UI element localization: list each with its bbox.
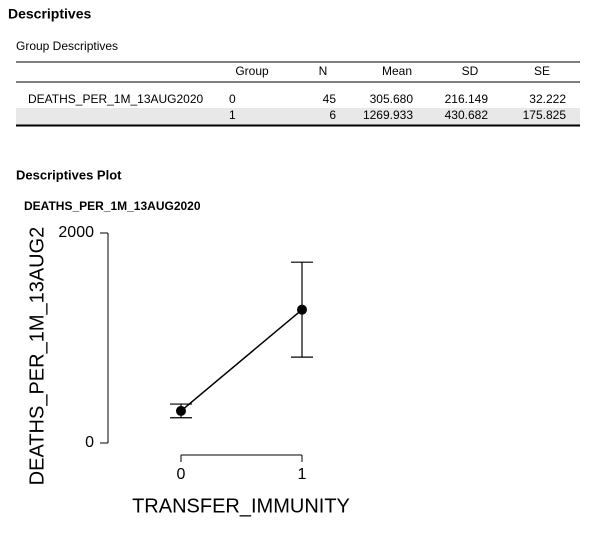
table-cell: 175.825 xyxy=(523,108,567,122)
table-cell: 1 xyxy=(229,108,236,122)
column-header: SD xyxy=(462,64,479,78)
table-cell: 430.682 xyxy=(445,108,489,122)
x-tick-label: 0 xyxy=(177,466,186,483)
column-header: SE xyxy=(534,64,550,78)
column-header: Group xyxy=(235,64,269,78)
x-tick-label: 1 xyxy=(298,466,307,483)
chart-title: DEATHS_PER_1M_13AUG2020 xyxy=(24,199,201,213)
table-cell: 305.680 xyxy=(370,92,414,106)
section-title: Descriptives Plot xyxy=(16,167,122,182)
table-cell: 1269.933 xyxy=(363,108,413,122)
y-axis-label: DEATHS_PER_1M_13AUG2 xyxy=(26,227,48,486)
column-header: N xyxy=(319,64,328,78)
mean-line xyxy=(180,309,303,412)
table-cell: 32.222 xyxy=(529,92,566,106)
table-cell: 45 xyxy=(323,92,337,106)
mean-point xyxy=(297,304,307,315)
page-title: Descriptives xyxy=(8,6,91,22)
mean-point xyxy=(176,405,186,416)
table-title: Group Descriptives xyxy=(16,39,118,53)
row-shade xyxy=(16,108,580,125)
table-cell: 0 xyxy=(229,92,236,106)
x-axis-label: TRANSFER_IMMUNITY xyxy=(132,495,350,517)
column-header: Mean xyxy=(382,64,412,78)
y-tick-label: 2000 xyxy=(58,224,94,241)
y-tick-label: 0 xyxy=(85,434,94,451)
table-cell: 6 xyxy=(329,108,336,122)
table-cell: 216.149 xyxy=(445,92,489,106)
row-variable: DEATHS_PER_1M_13AUG2020 xyxy=(28,92,204,106)
